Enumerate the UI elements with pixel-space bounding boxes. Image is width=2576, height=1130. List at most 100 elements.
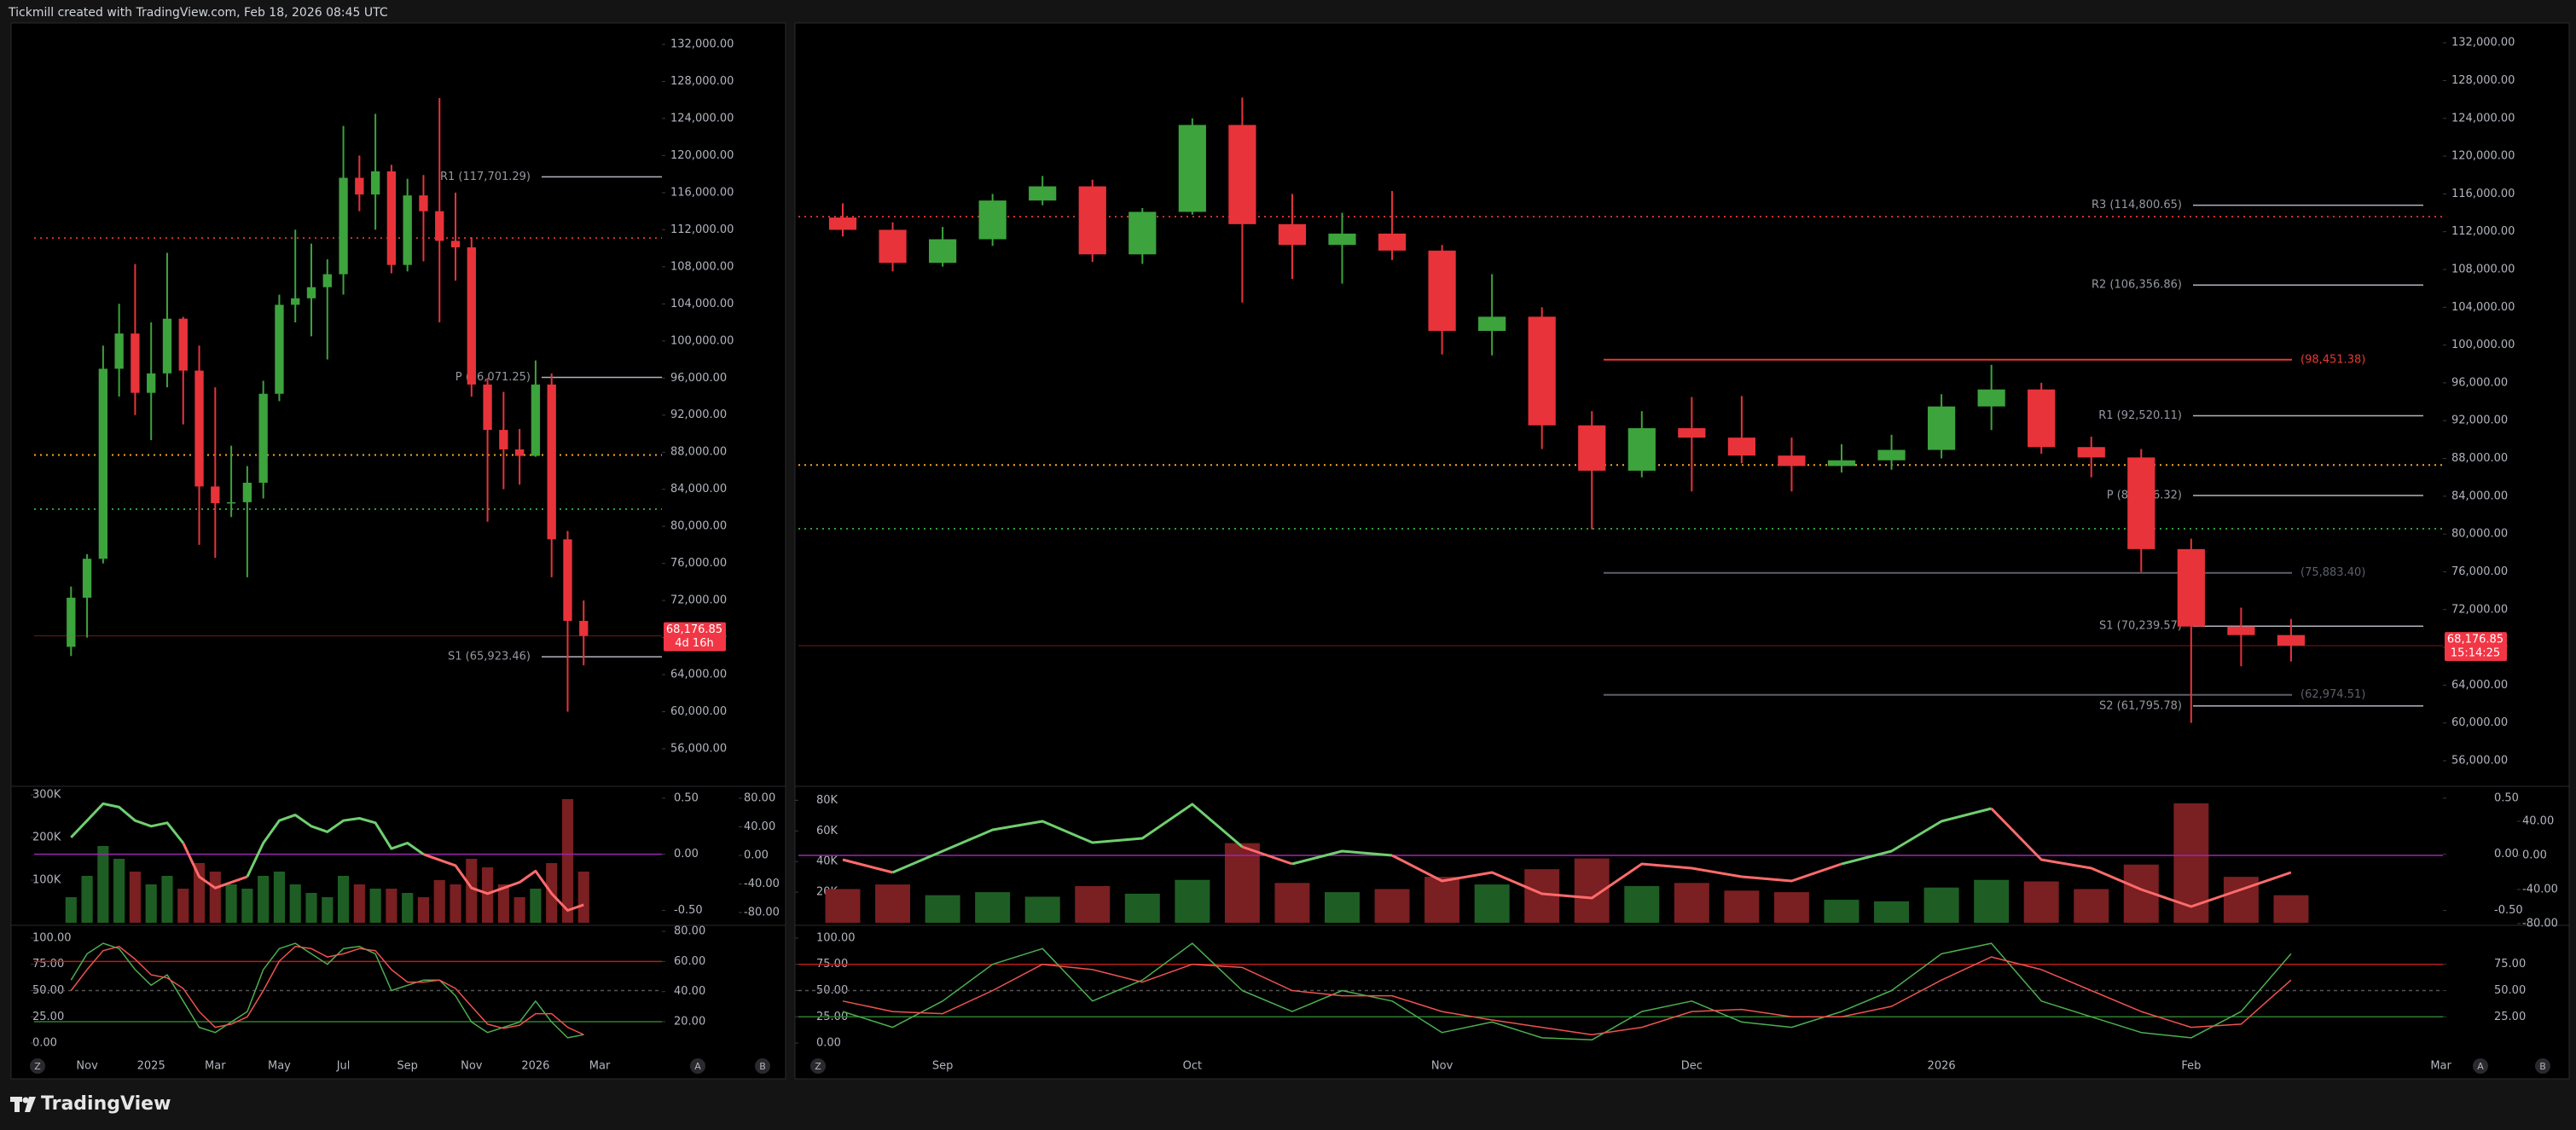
volume-bar [386,889,397,923]
oscillator-line [182,842,248,890]
axis-tick-label: 0.00 [2494,848,2519,861]
control-label[interactable]: Z [34,1061,41,1072]
candle-body [2127,457,2155,549]
axis-tick-label: 0.00 [744,849,769,862]
volume-bar [402,893,414,923]
volume-bar [417,897,430,923]
axis-tick-label: 60,000.00 [670,705,727,718]
indicator-line [842,956,2292,1035]
axis-tick-label: -80.00 [2522,918,2558,930]
candle-body [67,597,76,647]
axis-tick-label: 64,000.00 [2451,679,2508,692]
axis-tick-label: 104,000.00 [2451,301,2515,314]
oscillator-line [423,853,584,912]
axis-tick-label: 108,000.00 [670,260,734,273]
axis-tick-label: 128,000.00 [2451,74,2515,87]
volume-bar [1474,884,1510,923]
candle-body [1827,460,1856,466]
candle-body [1678,428,1706,438]
control-button[interactable] [30,1058,45,1074]
candle-body [2277,635,2306,646]
volume-bar [369,889,381,923]
level-label: (62,974.51) [2300,688,2365,701]
control-label[interactable]: B [759,1061,766,1072]
indicator-line [70,946,584,1035]
control-button[interactable] [690,1058,705,1074]
x-axis-label: 2025 [137,1060,165,1073]
candle-body [1378,233,1407,251]
candle-body [1328,233,1356,246]
candle-body [435,211,444,241]
control-button[interactable] [810,1058,826,1074]
volume-bar [1674,883,1709,923]
candle-body [258,393,268,484]
volume-bar [433,880,445,923]
candle-body [291,298,300,305]
axis-tick-label: 116,000.00 [2451,188,2515,200]
candle-body [242,483,252,502]
volume-bar [273,872,286,923]
axis-tick-label: 80K [816,794,838,807]
price-box [2445,632,2507,662]
control-button[interactable] [2535,1058,2550,1074]
candle-body [178,318,188,371]
left-panel [10,22,786,1080]
volume-bar [1175,879,1210,923]
candle-body [82,559,92,598]
candle-body [339,177,348,275]
axis-tick-label: 72,000.00 [670,594,727,607]
x-axis-label: Nov [1431,1060,1453,1073]
volume-bar [337,876,350,923]
x-axis-label: Mar [589,1060,611,1073]
control-label[interactable]: A [2477,1061,2484,1072]
x-axis-label: Sep [932,1060,954,1073]
candle-body [531,384,541,456]
control-label[interactable]: B [2539,1061,2546,1072]
axis-tick-label: 100K [32,874,61,887]
candle-body [1627,428,1656,471]
control-button[interactable] [2473,1058,2488,1074]
oscillator-line [1291,849,1393,866]
volume-bar [561,799,574,923]
candle-body [483,384,492,431]
volume-bar [97,846,109,923]
axis-tick-label: 40.00 [2522,815,2554,828]
volume-bar [2023,881,2059,923]
volume-bar [81,876,93,923]
level-label: (75,883.40) [2300,566,2365,579]
candle-body [514,449,525,456]
axis-tick-label: -0.50 [674,904,703,917]
footer-logo-text: TradingView [41,1093,171,1115]
axis-tick-label: 40.00 [674,985,705,998]
axis-tick-label: 76,000.00 [670,557,727,570]
level-label: (98,451.38) [2300,353,2365,366]
candle-body [403,195,412,265]
axis-tick-label: 75.00 [2494,958,2526,971]
axis-tick-label: 120,000.00 [670,149,734,162]
axis-tick-label: 64,000.00 [670,669,727,681]
candle-body [2227,626,2255,635]
axis-tick-label: 0.00 [816,1037,841,1050]
axis-tick-label: 92,000.00 [670,409,727,421]
candle-body [1977,389,2005,407]
volume-bar [1224,843,1260,923]
control-button[interactable] [755,1058,770,1074]
axis-tick-label: 20.00 [674,1016,705,1029]
volume-bar [482,867,494,923]
candle-body [1927,406,1956,450]
candle-body [1228,125,1256,224]
volume-bar [497,884,509,923]
axis-tick-label: 60.00 [674,955,705,968]
axis-tick-label: 96,000.00 [670,372,727,385]
axis-tick-label: 112,000.00 [2451,225,2515,238]
candle-body [563,539,572,622]
control-label[interactable]: A [694,1061,701,1072]
candle-body [226,501,236,504]
countdown-label: 15:14:25 [2451,647,2500,660]
volume-bar [1874,901,1910,923]
volume-bar [129,872,141,923]
volume-bar [577,872,589,923]
control-label[interactable]: Z [815,1061,821,1072]
